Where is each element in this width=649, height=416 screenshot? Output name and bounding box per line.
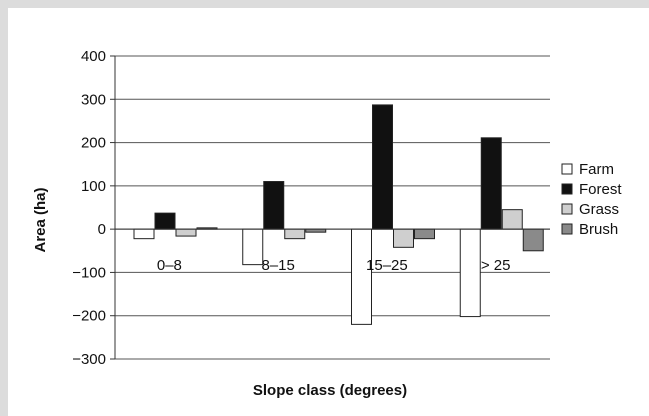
bar-farm	[242, 228, 264, 266]
bar-forest	[372, 104, 393, 230]
y-tick-label: 200	[81, 135, 106, 152]
x-axis-title: Slope class (degrees)	[253, 382, 407, 399]
category-label: 8–15	[261, 257, 294, 274]
legend-swatch-brush	[561, 223, 573, 235]
bars	[133, 104, 544, 325]
y-tick-label: 400	[81, 48, 106, 65]
bar-grass	[284, 228, 306, 240]
chart-panel: −300 −200 −100 0 100 200 300 400 0–8 8–15 15–25 > 2…	[8, 8, 649, 416]
bar-brush	[414, 228, 435, 240]
labels: −300 −200 −100 0 100 200 300 400 0–8 8–15 15–25 > 2…	[72, 48, 510, 368]
category-label: > 25	[481, 257, 511, 274]
legend-swatch-forest	[561, 183, 573, 195]
legend-label-farm: Farm	[579, 161, 614, 178]
legend-label-brush: Brush	[579, 221, 618, 238]
bar-farm	[459, 228, 481, 318]
bar-forest	[263, 181, 285, 230]
bar-forest	[480, 137, 502, 230]
y-tick-label: 300	[81, 91, 106, 108]
axes	[110, 55, 550, 360]
y-tick-label: −100	[72, 264, 106, 281]
bar-brush	[522, 228, 544, 252]
legend-swatch-grass	[561, 203, 573, 215]
y-tick-label: 100	[81, 178, 106, 195]
legend-label-forest: Forest	[579, 181, 622, 198]
y-tick-label: −300	[72, 351, 106, 368]
legend-swatch-farm	[561, 163, 573, 175]
category-label: 0–8	[157, 257, 182, 274]
y-tick-label: −200	[72, 308, 106, 325]
y-tick-label: 0	[98, 221, 106, 238]
y-axis-title: Area (ha)	[32, 187, 49, 252]
bar-grass	[393, 228, 414, 248]
bar-farm	[133, 228, 155, 240]
bar-farm	[351, 228, 372, 325]
legend-label-grass: Grass	[579, 201, 619, 218]
bar-chart: −300 −200 −100 0 100 200 300 400 0–8 8–15 15–25 > 2…	[32, 48, 622, 399]
bar-forest	[154, 212, 176, 230]
category-label: 15–25	[366, 257, 408, 274]
bar-grass	[175, 228, 197, 237]
bar-grass	[501, 209, 523, 230]
legend: Farm Forest Grass Brush	[561, 161, 622, 238]
